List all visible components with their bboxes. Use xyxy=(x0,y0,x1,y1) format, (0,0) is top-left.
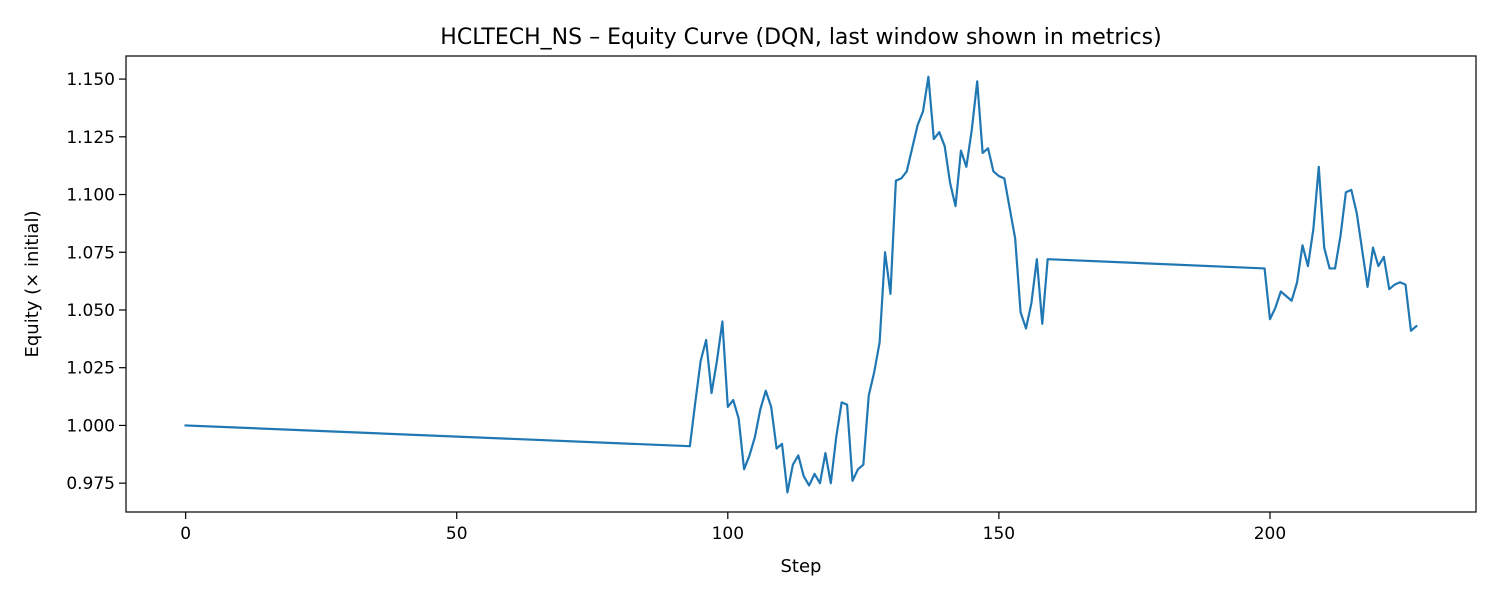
x-tick-label: 0 xyxy=(180,524,191,544)
x-axis-label: Step xyxy=(781,556,822,577)
y-axis-label: Equity (× initial) xyxy=(22,211,43,358)
y-tick-label: 1.025 xyxy=(66,359,115,379)
x-tick-label: 50 xyxy=(446,524,468,544)
plot-area xyxy=(184,75,1418,494)
y-tick-label: 1.050 xyxy=(66,301,115,321)
y-tick-label: 1.100 xyxy=(66,186,115,206)
plot-frame xyxy=(125,55,1477,513)
equity-series-line xyxy=(184,75,1418,494)
x-tick-label: 150 xyxy=(983,524,1015,544)
y-tick-label: 1.000 xyxy=(66,416,115,436)
x-axis-ticks: 0 50 100 150 200 xyxy=(180,512,1286,544)
x-tick-label: 200 xyxy=(1254,524,1286,544)
y-axis-ticks: 0.975 1.000 1.025 1.050 1.075 1.100 1.125 1.150 xyxy=(66,70,126,494)
y-tick-label: 1.075 xyxy=(66,243,115,263)
y-tick-label: 1.150 xyxy=(66,70,115,90)
chart-title: HCLTECH_NS – Equity Curve (DQN, last win… xyxy=(440,25,1161,50)
y-tick-label: 0.975 xyxy=(66,474,115,494)
y-tick-label: 1.125 xyxy=(66,128,115,148)
x-tick-label: 100 xyxy=(712,524,744,544)
